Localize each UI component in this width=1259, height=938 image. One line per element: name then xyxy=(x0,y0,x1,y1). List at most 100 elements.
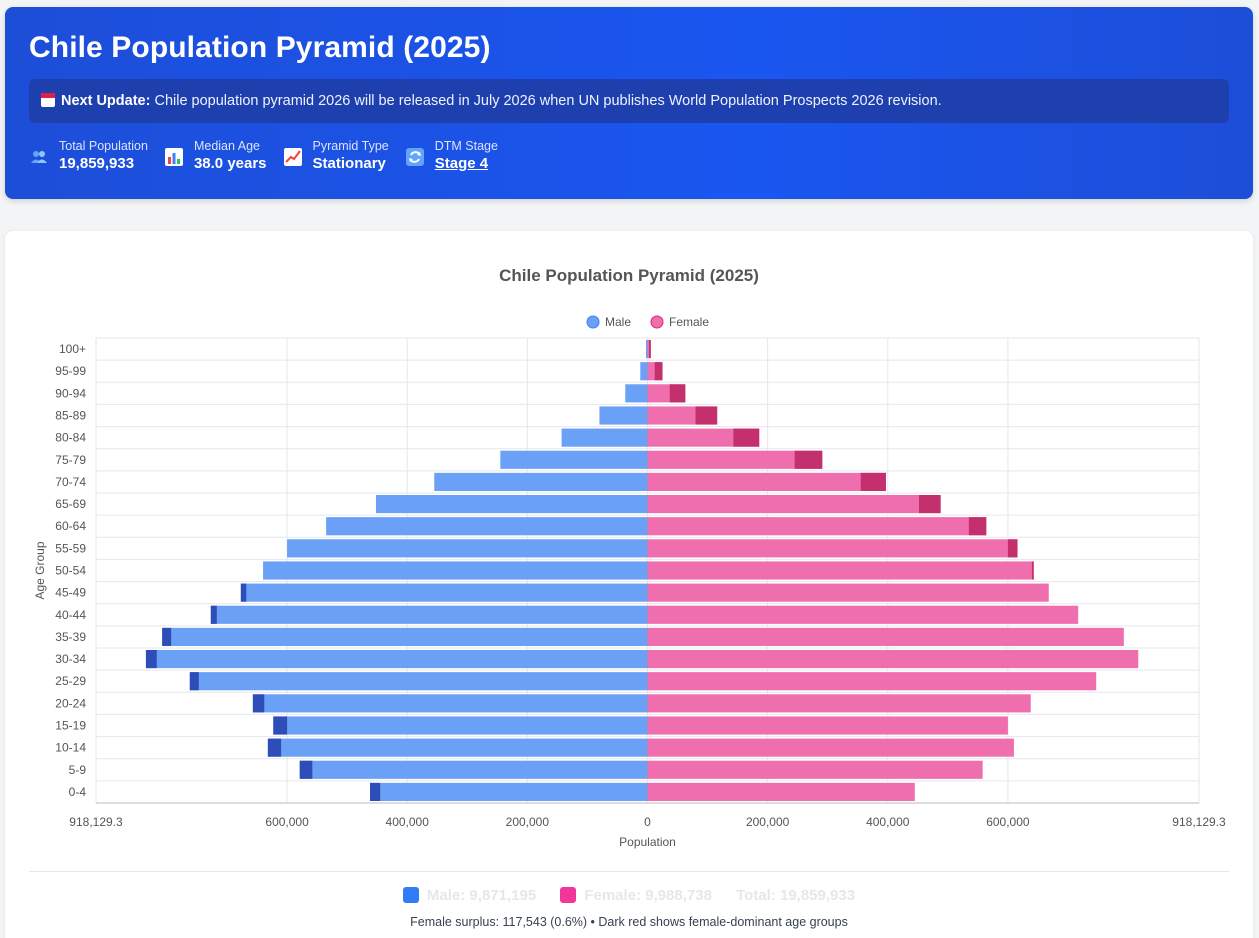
male-bar xyxy=(640,362,648,381)
male-bar xyxy=(369,782,648,801)
y-tick-label: 20-24 xyxy=(55,696,86,710)
x-tick-label: 0 xyxy=(644,815,651,829)
x-axis-title: Population xyxy=(619,835,676,849)
x-tick-label: 600,000 xyxy=(265,815,309,829)
stat-label: DTM Stage xyxy=(434,139,498,153)
legend-female-label: Female xyxy=(669,315,709,329)
x-tick-label: 918,129.3 xyxy=(69,815,123,829)
male-surplus-bar xyxy=(189,672,199,691)
bar-chart-icon xyxy=(164,147,184,167)
page-title: Chile Population Pyramid (2025) xyxy=(29,31,491,64)
y-tick-label: 80-84 xyxy=(55,431,86,445)
stat-value: Stationary xyxy=(312,155,386,172)
cycle-icon xyxy=(405,147,425,167)
y-tick-label: 100+ xyxy=(59,342,86,356)
male-bar xyxy=(326,517,648,536)
male-bar xyxy=(240,583,648,602)
stat-label: Median Age xyxy=(193,139,260,153)
male-surplus-bar xyxy=(267,738,282,757)
female-total-text: Female: 9,988,738 xyxy=(584,887,712,904)
header-banner: Chile Population Pyramid (2025) Next Upd… xyxy=(5,7,1253,199)
male-bar xyxy=(210,605,648,624)
male-bar xyxy=(273,716,648,735)
male-bar xyxy=(599,406,648,425)
grand-total: Total: 19,859,933 xyxy=(736,887,856,904)
stat-median-age: Median Age 38.0 years xyxy=(164,139,267,174)
y-tick-label: 95-99 xyxy=(55,364,86,378)
female-surplus-bar xyxy=(968,517,987,536)
female-bar xyxy=(647,650,1139,669)
female-surplus-bar xyxy=(695,406,718,425)
stats-bar: Total Population 19,859,933 Median Age 3… xyxy=(29,139,498,174)
update-notice: Next Update: Chile population pyramid 20… xyxy=(29,79,1229,123)
y-tick-label: 60-64 xyxy=(55,519,86,533)
stat-label: Total Population xyxy=(59,139,148,153)
y-axis-title: Age Group xyxy=(33,541,47,599)
population-pyramid-chart: Chile Population Pyramid (2025) Male Femal… xyxy=(33,266,1226,849)
male-surplus-bar xyxy=(369,782,381,801)
male-surplus-bar xyxy=(273,716,288,735)
female-surplus-bar xyxy=(919,495,941,514)
y-tick-label: 40-44 xyxy=(55,608,86,622)
totals-row: Male: 9,871,195 Female: 9,988,738 Total:… xyxy=(5,887,1253,904)
y-tick-label: 55-59 xyxy=(55,541,86,555)
stat-total-population: Total Population 19,859,933 xyxy=(29,139,148,174)
male-bar xyxy=(189,672,648,691)
x-tick-label: 918,129.3 xyxy=(1172,815,1226,829)
female-bar xyxy=(647,738,1014,757)
female-surplus-bar xyxy=(669,384,686,403)
male-bar xyxy=(500,450,648,469)
stat-pyramid-type: Pyramid Type Stationary xyxy=(283,139,389,174)
male-surplus-bar xyxy=(162,627,172,646)
female-total: Female: 9,988,738 xyxy=(560,887,712,904)
legend-male-label: Male xyxy=(605,315,631,329)
male-bar xyxy=(162,627,648,646)
y-tick-label: 90-94 xyxy=(55,386,86,400)
male-surplus-bar xyxy=(252,694,265,713)
y-tick-label: 25-29 xyxy=(55,674,86,688)
chart-title: Chile Population Pyramid (2025) xyxy=(499,266,759,285)
female-bar xyxy=(647,428,760,447)
male-bar xyxy=(299,760,648,779)
female-surplus-bar xyxy=(1007,539,1018,558)
male-bar xyxy=(287,539,648,558)
footer-note: Female surplus: 117,543 (0.6%) • Dark re… xyxy=(410,915,848,929)
male-surplus-bar xyxy=(145,650,157,669)
dtm-stage-link[interactable]: Stage 4 xyxy=(434,155,489,172)
female-bar xyxy=(647,760,983,779)
male-bar xyxy=(375,495,648,514)
people-icon xyxy=(29,147,49,167)
chart-card: Chile Population Pyramid (2025) Male Femal… xyxy=(5,231,1253,938)
male-bar xyxy=(625,384,648,403)
male-bar xyxy=(252,694,648,713)
x-tick-label: 200,000 xyxy=(506,815,550,829)
female-bar xyxy=(647,495,941,514)
y-tick-label: 35-39 xyxy=(55,630,86,644)
male-bar xyxy=(145,650,648,669)
x-tick-label: 600,000 xyxy=(986,815,1030,829)
stat-value: 19,859,933 xyxy=(59,155,135,172)
male-total: Male: 9,871,195 xyxy=(402,887,537,904)
stat-dtm-stage: DTM Stage Stage 4 xyxy=(405,139,498,174)
female-bar xyxy=(647,672,1097,691)
female-surplus-bar xyxy=(733,428,760,447)
female-bar xyxy=(647,472,886,491)
x-tick-label: 400,000 xyxy=(386,815,430,829)
male-bar xyxy=(263,561,648,580)
female-bar xyxy=(647,782,915,801)
y-tick-label: 75-79 xyxy=(55,453,86,467)
male-bar xyxy=(267,738,648,757)
female-bar xyxy=(647,605,1079,624)
y-tick-label: 15-19 xyxy=(55,719,86,733)
stat-value: 38.0 years xyxy=(193,155,267,172)
female-surplus-bar xyxy=(1031,561,1034,580)
divider xyxy=(29,871,1229,872)
x-tick-label: 200,000 xyxy=(746,815,790,829)
male-total-text: Male: 9,871,195 xyxy=(426,887,537,904)
y-tick-label: 45-49 xyxy=(55,586,86,600)
female-bar xyxy=(647,450,823,469)
female-bar xyxy=(647,583,1049,602)
stat-label: Pyramid Type xyxy=(312,139,389,153)
male-bar xyxy=(645,340,648,359)
female-surplus-bar xyxy=(794,450,823,469)
